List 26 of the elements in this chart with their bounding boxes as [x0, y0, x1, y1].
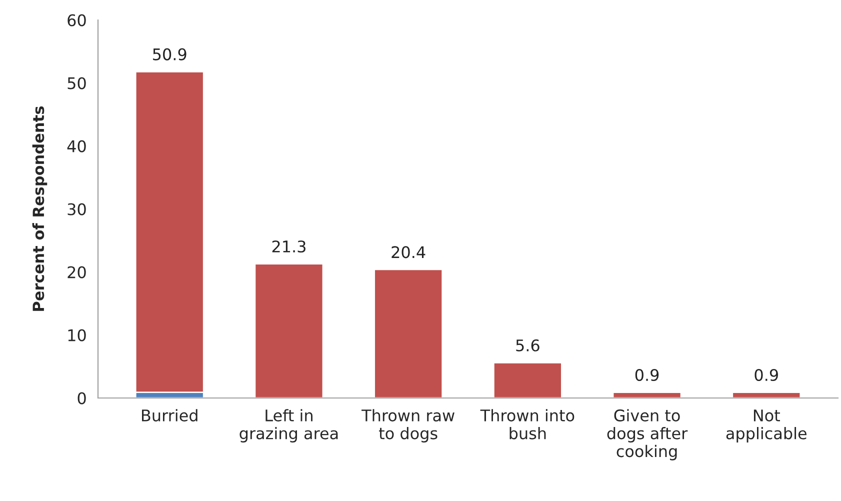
- y-tick-label: 40: [67, 140, 86, 152]
- y-tick-label: 10: [68, 329, 86, 342]
- data-label: 5.6: [516, 339, 540, 352]
- y-tick-label: 30: [68, 203, 86, 216]
- data-label: 50.9: [153, 48, 186, 60]
- y-tick-label: 0: [78, 392, 86, 404]
- data-label: 0.9: [754, 368, 778, 382]
- bar: [134, 70, 204, 394]
- bar: [374, 268, 444, 398]
- data-label: 0.9: [635, 368, 659, 382]
- y-axis-title: Percent of Respondents: [32, 106, 48, 311]
- y-tick-label: 50: [68, 77, 86, 90]
- x-tick-label: Thrown raw to dogs: [362, 409, 454, 442]
- bar: [732, 392, 802, 398]
- data-label: 21.3: [272, 240, 306, 253]
- x-tick-label: Thrown into bush: [480, 409, 574, 440]
- data-label: 20.4: [392, 246, 426, 258]
- bar: [492, 362, 562, 398]
- x-tick-label: Not applicable: [726, 410, 806, 442]
- x-tick-label: Burried: [142, 409, 198, 422]
- y-tick-label: 20: [68, 266, 86, 278]
- bar: [254, 263, 324, 398]
- x-tick-label: Left in grazing area: [240, 409, 338, 442]
- y-tick-label: 60: [68, 14, 86, 26]
- bar: [612, 392, 682, 398]
- x-tick-label: Given to dogs after cooking: [607, 409, 688, 460]
